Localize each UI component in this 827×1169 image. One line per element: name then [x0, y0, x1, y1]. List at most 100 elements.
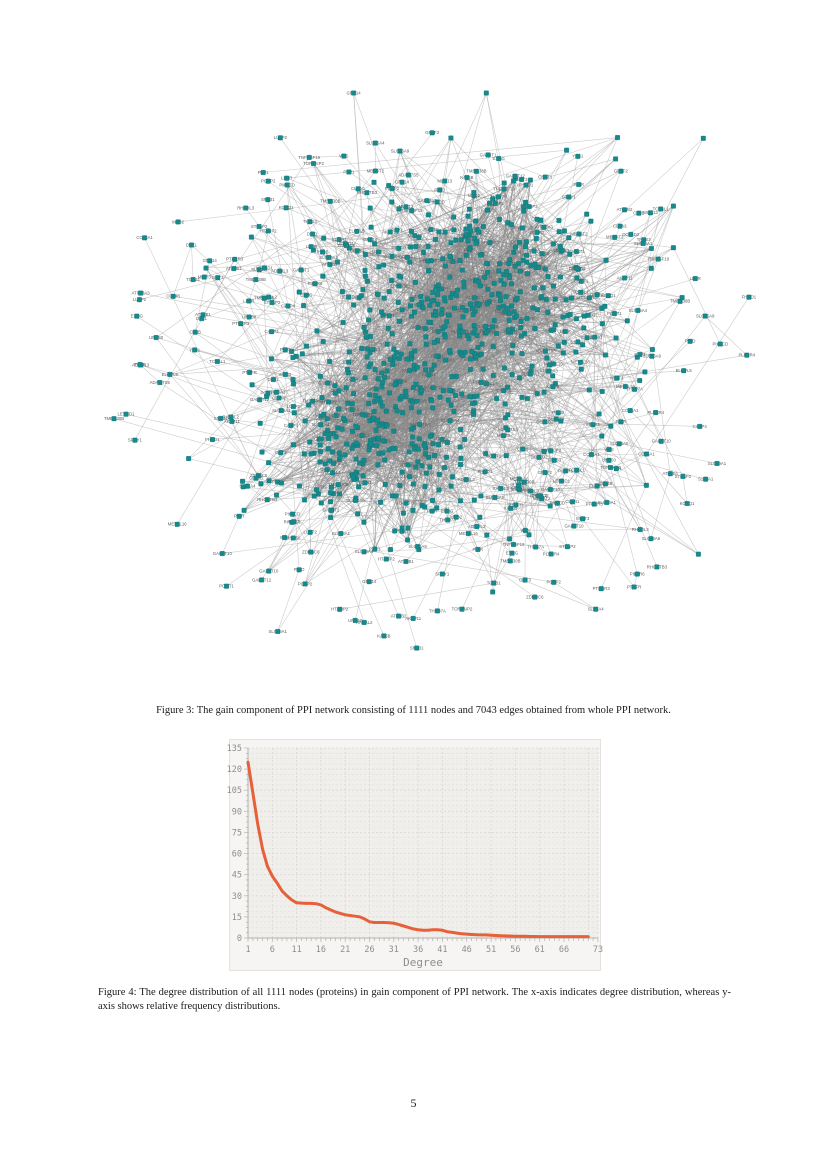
protein-node	[584, 211, 590, 217]
protein-node	[744, 352, 750, 358]
protein-node	[514, 313, 519, 319]
protein-node	[476, 229, 482, 235]
protein-node	[338, 531, 344, 537]
protein-node	[403, 500, 409, 506]
protein-node	[301, 303, 307, 308]
protein-node	[291, 519, 297, 525]
protein-node	[484, 329, 490, 335]
protein-node	[405, 525, 411, 531]
protein-node	[502, 309, 508, 315]
protein-node	[509, 350, 515, 356]
protein-node	[459, 391, 465, 397]
protein-node	[561, 228, 567, 234]
protein-node	[423, 451, 429, 457]
protein-node	[336, 237, 342, 243]
protein-node	[624, 318, 630, 324]
protein-node	[412, 233, 418, 239]
protein-node	[407, 341, 413, 347]
protein-node	[274, 492, 279, 498]
protein-node	[598, 586, 604, 592]
protein-node	[356, 484, 362, 490]
protein-node	[410, 481, 416, 487]
protein-node	[559, 478, 564, 484]
protein-node	[566, 194, 572, 200]
protein-node	[270, 377, 276, 383]
protein-node	[642, 369, 648, 375]
protein-node	[399, 528, 405, 534]
protein-node	[469, 348, 475, 354]
protein-node	[311, 493, 317, 499]
protein-node	[396, 356, 402, 361]
protein-node	[396, 206, 402, 212]
protein-node	[580, 342, 586, 348]
protein-node	[279, 480, 285, 486]
protein-node	[284, 182, 290, 188]
protein-node	[608, 423, 614, 429]
protein-node	[361, 619, 367, 625]
protein-node	[386, 447, 392, 453]
protein-node	[409, 228, 414, 234]
protein-node	[413, 381, 419, 387]
protein-node	[494, 330, 499, 336]
protein-node	[317, 449, 323, 454]
protein-node	[460, 329, 466, 335]
protein-node	[241, 507, 247, 513]
protein-node	[487, 200, 493, 206]
protein-node	[599, 321, 605, 327]
ppi-network-graph: EXOGSLC38A1GRB14PIGRPKP1PGBP2PIK3CDTMEM3…	[104, 90, 757, 651]
protein-node	[578, 366, 584, 372]
protein-node	[261, 265, 267, 271]
protein-node	[266, 478, 272, 484]
protein-node	[375, 291, 381, 297]
x-tick-label: 36	[413, 945, 423, 955]
protein-node	[474, 524, 480, 530]
protein-node	[485, 286, 491, 292]
protein-node	[430, 290, 436, 295]
protein-node	[380, 450, 386, 456]
protein-node	[229, 419, 235, 424]
protein-node	[467, 223, 472, 229]
protein-node	[501, 388, 507, 394]
protein-node	[541, 389, 547, 395]
protein-node	[378, 499, 383, 505]
protein-node	[511, 249, 517, 255]
protein-node	[466, 206, 472, 212]
protein-node	[413, 244, 419, 250]
protein-node	[502, 365, 507, 371]
protein-node	[519, 394, 525, 400]
y-tick-label: 135	[227, 744, 242, 754]
protein-node	[468, 366, 473, 372]
protein-node	[554, 500, 560, 506]
protein-node	[592, 334, 598, 340]
protein-node	[404, 356, 410, 362]
protein-node	[417, 422, 423, 427]
protein-node	[426, 372, 432, 378]
protein-node	[584, 335, 590, 341]
protein-node	[341, 153, 347, 159]
protein-node	[442, 334, 448, 340]
x-tick-label: 46	[462, 945, 472, 955]
protein-node	[531, 285, 537, 291]
protein-node	[430, 441, 436, 447]
protein-node	[243, 205, 249, 211]
protein-node	[569, 499, 575, 505]
protein-node	[498, 485, 504, 491]
protein-node	[526, 532, 532, 538]
protein-node	[403, 559, 409, 564]
protein-node	[398, 351, 404, 357]
protein-node	[445, 397, 451, 403]
protein-node	[517, 375, 522, 381]
protein-node	[278, 408, 284, 414]
protein-node	[408, 351, 414, 357]
protein-node	[524, 315, 530, 321]
protein-node	[535, 307, 541, 313]
protein-node	[376, 264, 382, 270]
protein-node	[501, 433, 506, 439]
protein-node	[273, 389, 279, 395]
protein-node	[703, 476, 709, 482]
protein-node	[418, 294, 424, 300]
protein-node	[290, 355, 296, 361]
protein-node	[498, 278, 504, 283]
protein-node	[421, 249, 427, 255]
